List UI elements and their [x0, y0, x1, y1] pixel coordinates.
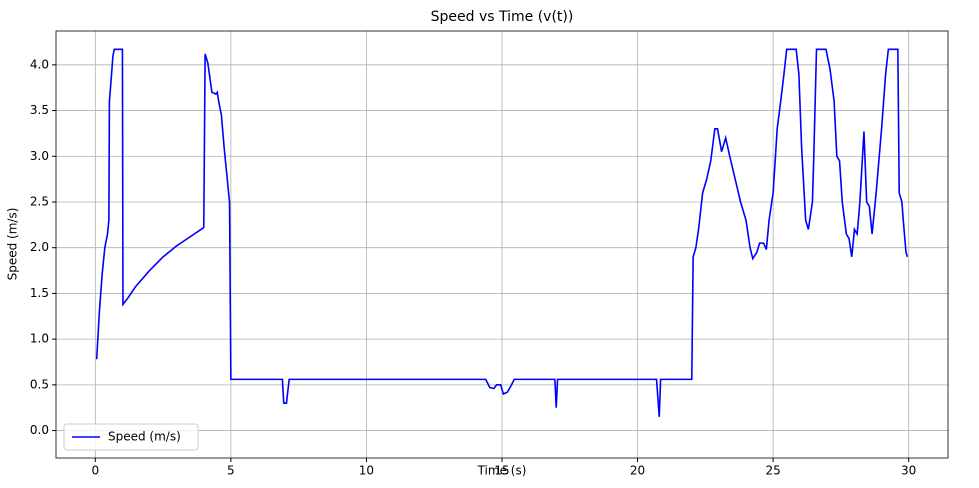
x-tick-label: 30: [901, 464, 916, 478]
y-tick-label: 1.0: [30, 332, 49, 346]
x-tick-label: 5: [227, 464, 235, 478]
x-tick-label: 10: [359, 464, 374, 478]
y-tick-label: 2.5: [30, 194, 49, 208]
y-tick-label: 3.5: [30, 103, 49, 117]
x-tick-label: 25: [765, 464, 780, 478]
y-tick-label: 1.5: [30, 286, 49, 300]
chart-title: Speed vs Time (v(t)): [431, 9, 574, 25]
plot-frame: [55, 30, 949, 459]
legend-box: [63, 423, 199, 451]
x-axis-label: Time (s): [477, 464, 527, 478]
x-tick-label: 20: [630, 464, 645, 478]
y-axis-label: Speed (m/s): [6, 208, 20, 281]
y-tick-label: 2.0: [30, 240, 49, 254]
y-tick-label: 0.5: [30, 377, 49, 391]
y-tick-label: 3.0: [30, 149, 49, 163]
y-tick-label: 4.0: [30, 57, 49, 71]
x-tick-label: 15: [494, 464, 509, 478]
y-tick-label: 0.0: [30, 423, 49, 437]
data-line: [95, 48, 909, 417]
legend-label: Speed (m/s): [108, 430, 181, 444]
x-tick-label: 0: [91, 464, 99, 478]
